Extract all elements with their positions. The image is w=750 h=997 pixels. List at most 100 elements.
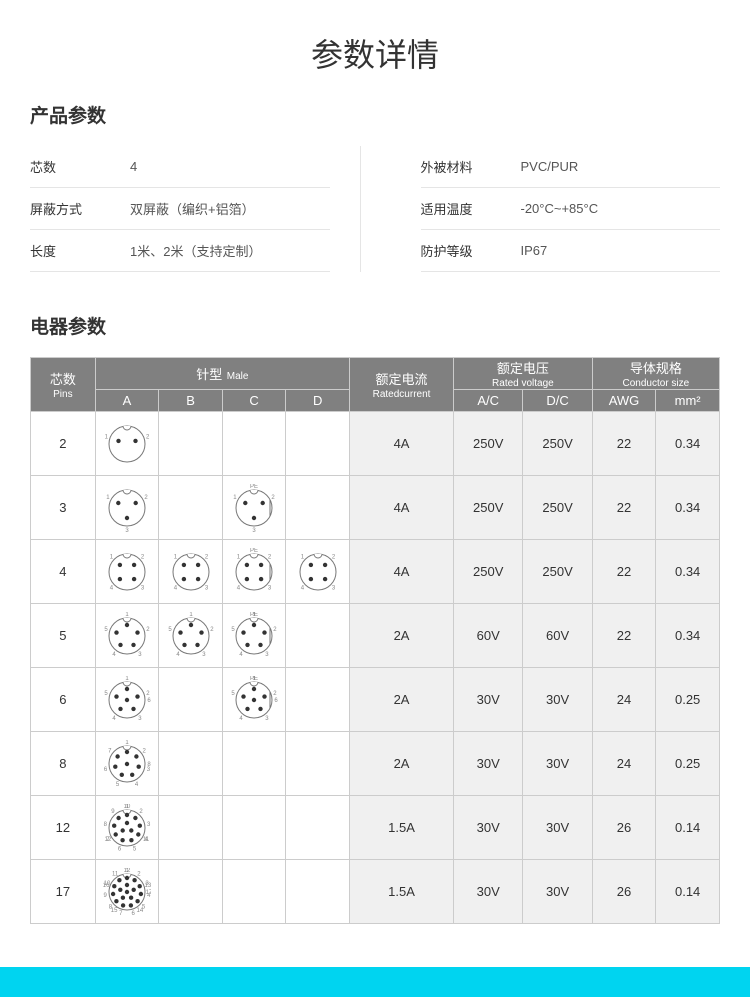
svg-text:2: 2	[143, 748, 147, 754]
hdr-current: 额定电流 Ratedcurrent	[350, 358, 454, 412]
spec-table-body: 2 12 4A250V250V220.343 123 PE 123 4A250V…	[31, 412, 720, 924]
connector-cell: PE 1234	[222, 540, 286, 604]
connector-cell: 1234	[286, 540, 350, 604]
svg-text:5: 5	[168, 627, 172, 633]
page-title: 参数详情	[0, 0, 750, 101]
param-value: PVC/PUR	[521, 159, 579, 174]
svg-text:8: 8	[147, 762, 151, 768]
svg-text:5: 5	[104, 691, 108, 697]
dc-cell: 30V	[523, 732, 592, 796]
svg-text:2: 2	[210, 627, 214, 633]
svg-text:2: 2	[272, 495, 276, 501]
svg-text:3: 3	[138, 651, 142, 657]
pins-cell: 2	[31, 412, 96, 476]
connector-cell: 12345	[95, 604, 159, 668]
param-value: 4	[130, 159, 137, 174]
current-cell: 2A	[350, 668, 454, 732]
svg-text:4: 4	[300, 585, 304, 591]
param-label: 适用温度	[421, 199, 521, 218]
dc-cell: 30V	[523, 860, 592, 924]
svg-text:10: 10	[124, 804, 131, 810]
pins-cell: 17	[31, 860, 96, 924]
table-row: 4 1234 1234 PE 1234 1234 4A250V250V220.3…	[31, 540, 720, 604]
hdr-volt-sub: A/C	[454, 390, 523, 412]
svg-text:17: 17	[146, 890, 151, 896]
svg-text:3: 3	[204, 585, 208, 591]
connector-cell	[159, 668, 223, 732]
product-section-title: 产品参数	[0, 101, 750, 128]
svg-text:6: 6	[104, 766, 108, 772]
svg-text:4: 4	[240, 651, 244, 657]
connector-cell	[159, 476, 223, 540]
current-cell: 1.5A	[350, 860, 454, 924]
svg-text:3: 3	[265, 715, 269, 721]
svg-text:14: 14	[137, 907, 144, 913]
svg-text:2: 2	[144, 495, 148, 501]
connector-cell: 123456	[95, 668, 159, 732]
svg-text:2: 2	[146, 627, 150, 633]
current-cell: 4A	[350, 476, 454, 540]
awg-cell: 22	[592, 540, 656, 604]
svg-text:3: 3	[332, 585, 336, 591]
svg-text:1: 1	[125, 612, 129, 618]
mm2-cell: 0.34	[656, 476, 720, 540]
params-col-right: 外被材料PVC/PUR适用温度-20°C~+85°C防护等级IP67	[361, 146, 721, 272]
connector-cell	[222, 796, 286, 860]
connector-cell: 1234	[95, 540, 159, 604]
svg-text:5: 5	[232, 627, 236, 633]
svg-text:11: 11	[143, 837, 150, 843]
svg-text:4: 4	[135, 781, 139, 787]
param-label: 长度	[30, 241, 130, 260]
param-row: 外被材料PVC/PUR	[421, 146, 721, 188]
svg-text:4: 4	[237, 585, 241, 591]
svg-text:4: 4	[110, 585, 114, 591]
svg-text:4: 4	[176, 651, 180, 657]
svg-text:1: 1	[237, 554, 241, 560]
connector-cell: 1234567891011121314151617	[95, 860, 159, 924]
dc-cell: 250V	[523, 476, 592, 540]
table-row: 8 12345678 2A30V30V240.25	[31, 732, 720, 796]
connector-cell	[222, 732, 286, 796]
svg-text:16: 16	[103, 883, 110, 889]
svg-text:3: 3	[141, 585, 145, 591]
connector-cell	[286, 796, 350, 860]
svg-text:1: 1	[125, 676, 129, 682]
svg-text:3: 3	[125, 528, 129, 532]
svg-text:3: 3	[202, 651, 206, 657]
connector-cell	[159, 796, 223, 860]
param-label: 外被材料	[421, 157, 521, 176]
param-label: 芯数	[30, 157, 130, 176]
ac-cell: 30V	[454, 796, 523, 860]
dc-cell: 250V	[523, 540, 592, 604]
param-row: 芯数4	[30, 146, 330, 188]
ac-cell: 30V	[454, 860, 523, 924]
current-cell: 2A	[350, 732, 454, 796]
param-label: 防护等级	[421, 241, 521, 260]
param-row: 防护等级IP67	[421, 230, 721, 272]
svg-text:2: 2	[141, 554, 145, 560]
connector-cell	[286, 732, 350, 796]
svg-text:PE: PE	[250, 484, 258, 490]
svg-text:2: 2	[273, 627, 277, 633]
current-cell: 4A	[350, 412, 454, 476]
connector-cell	[286, 860, 350, 924]
svg-text:6: 6	[274, 698, 278, 704]
svg-text:12: 12	[124, 868, 131, 874]
connector-cell: 12345	[159, 604, 223, 668]
connector-cell: 123	[95, 476, 159, 540]
connector-cell	[286, 668, 350, 732]
svg-text:5: 5	[133, 846, 137, 851]
svg-text:2: 2	[268, 554, 272, 560]
current-cell: 1.5A	[350, 796, 454, 860]
awg-cell: 22	[592, 604, 656, 668]
awg-cell: 26	[592, 860, 656, 924]
mm2-cell: 0.14	[656, 860, 720, 924]
mm2-cell: 0.25	[656, 732, 720, 796]
svg-text:4: 4	[173, 585, 177, 591]
param-value: 1米、2米（支持定制）	[130, 241, 261, 260]
hdr-conductor: 导体规格 Conductor size	[592, 358, 719, 390]
table-row: 3 123 PE 123 4A250V250V220.34	[31, 476, 720, 540]
dc-cell: 60V	[523, 604, 592, 668]
svg-text:12: 12	[105, 837, 112, 843]
ac-cell: 250V	[454, 412, 523, 476]
